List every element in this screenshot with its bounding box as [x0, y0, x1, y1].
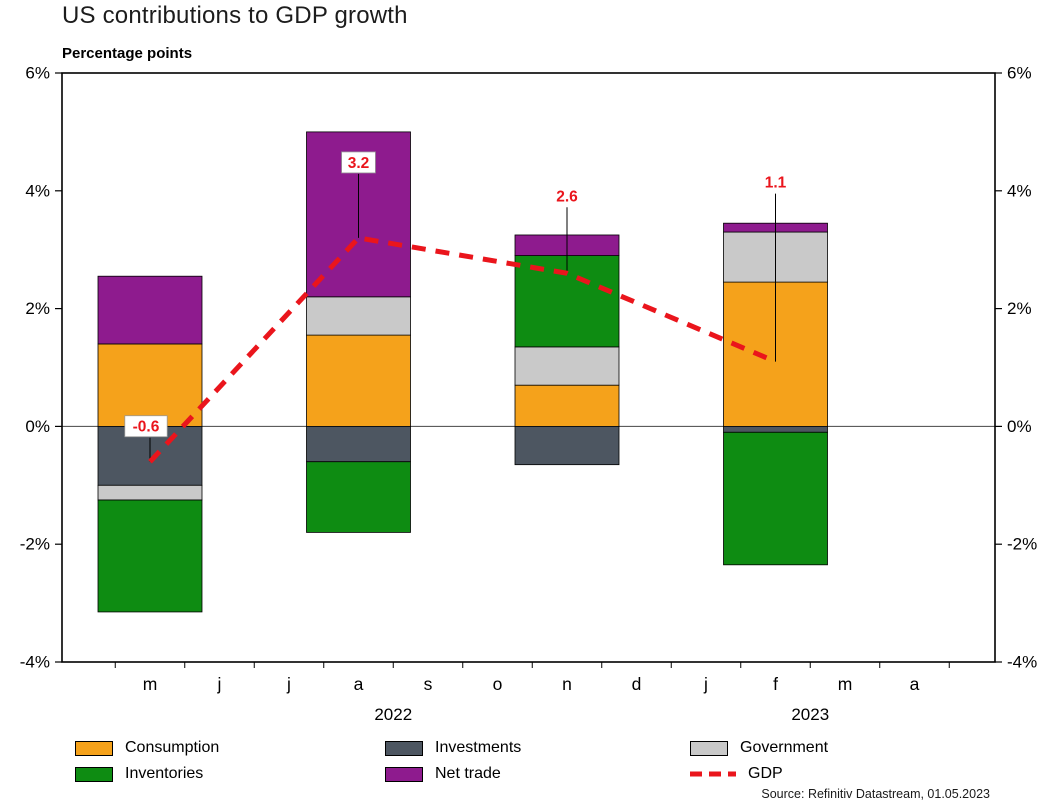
legend-item-inventories: Inventories	[62, 762, 372, 786]
legend-label-inventories: Inventories	[125, 765, 204, 782]
y-axis-label-right: 0%	[1007, 417, 1032, 436]
y-axis-label-left: -4%	[20, 653, 50, 672]
legend-item-government: Government	[677, 736, 997, 760]
data-label-box	[124, 415, 168, 438]
y-axis-label-right: 2%	[1007, 299, 1032, 318]
data-label-box	[758, 171, 793, 193]
legend-label-government: Government	[740, 739, 829, 756]
source-note: Source: Refinitiv Datastream, 01.05.2023	[761, 787, 990, 801]
x-axis-month-label: d	[632, 674, 642, 694]
bar-segment-consumption	[97, 343, 203, 427]
x-axis-year-label: 2022	[374, 705, 412, 724]
bar-segment-inventories	[306, 461, 411, 533]
bar-segment-consumption	[514, 384, 620, 427]
consumption-swatch	[75, 740, 113, 756]
investments-swatch	[385, 740, 423, 756]
gdp-data-label: 3.2	[348, 155, 370, 172]
gdp-swatch	[690, 771, 736, 777]
data-label-box	[550, 185, 584, 207]
government-swatch	[690, 740, 728, 756]
inventories-swatch	[75, 766, 113, 782]
y-axis-label-left: -2%	[20, 535, 50, 554]
bar-segment-investments	[306, 425, 411, 463]
legend-item-net-trade: Net trade	[372, 762, 677, 786]
x-axis-month-label: f	[773, 674, 778, 694]
gdp-line	[148, 235, 777, 464]
legend-label-investments: Investments	[435, 739, 522, 756]
legend-label-net-trade: Net trade	[435, 765, 501, 782]
x-axis-month-label: n	[562, 674, 572, 694]
x-axis-month-label: m	[143, 674, 158, 694]
x-axis-year-label: 2023	[791, 705, 829, 724]
net-trade-swatch	[385, 766, 423, 782]
legend-item-investments: Investments	[372, 736, 677, 760]
x-axis-month-label: j	[286, 674, 291, 694]
legend-item-consumption: Consumption	[62, 736, 372, 760]
legend: Consumption Investments Government Inventor…	[62, 736, 1002, 786]
x-axis-month-label: o	[493, 674, 503, 694]
data-label-box	[341, 151, 376, 174]
y-axis-label-left: 6%	[25, 64, 50, 83]
legend-label-gdp: GDP	[748, 765, 783, 782]
y-axis-label-left: 4%	[25, 181, 50, 200]
y-axis-label-right: -4%	[1007, 653, 1037, 672]
bar-segment-government	[97, 484, 203, 501]
bar-segment-inventories	[723, 431, 828, 566]
x-axis-month-label: j	[217, 674, 222, 694]
bar-segment-investments	[514, 425, 620, 466]
x-axis-month-label: a	[354, 674, 364, 694]
bar-segment-government	[306, 296, 411, 336]
legend-label-consumption: Consumption	[125, 739, 220, 756]
bar-segment-government	[514, 346, 620, 386]
bar-segment-inventories	[97, 499, 203, 613]
legend-item-gdp: GDP	[677, 762, 997, 786]
plot-area: 6% 6% 4% 4% 2% 2% 0% 0% -2% -2% -4% -4% m j j a s o n d j f m a…	[20, 64, 1037, 724]
y-axis-label-right: 6%	[1007, 64, 1032, 83]
x-axis-month-label: a	[910, 674, 920, 694]
x-axis-month-label: s	[424, 674, 433, 694]
gdp-data-label: 1.1	[765, 175, 787, 192]
x-axis-month-label: j	[703, 674, 708, 694]
gdp-data-label: -0.6	[133, 419, 160, 436]
y-axis-label-left: 2%	[25, 299, 50, 318]
plot-border	[61, 72, 996, 663]
bar-segment-consumption	[306, 334, 411, 427]
y-axis-label-left: 0%	[25, 417, 50, 436]
bar-segment-net-trade	[97, 275, 203, 345]
y-axis-label-right: -2%	[1007, 535, 1037, 554]
chart-title: US contributions to GDP growth	[62, 2, 408, 29]
y-axis-label-right: 4%	[1007, 181, 1032, 200]
chart-subtitle: Percentage points	[62, 45, 193, 62]
x-axis-month-label: m	[838, 674, 853, 694]
bar-segment-investments	[723, 425, 828, 433]
gdp-data-label: 2.6	[556, 188, 578, 205]
